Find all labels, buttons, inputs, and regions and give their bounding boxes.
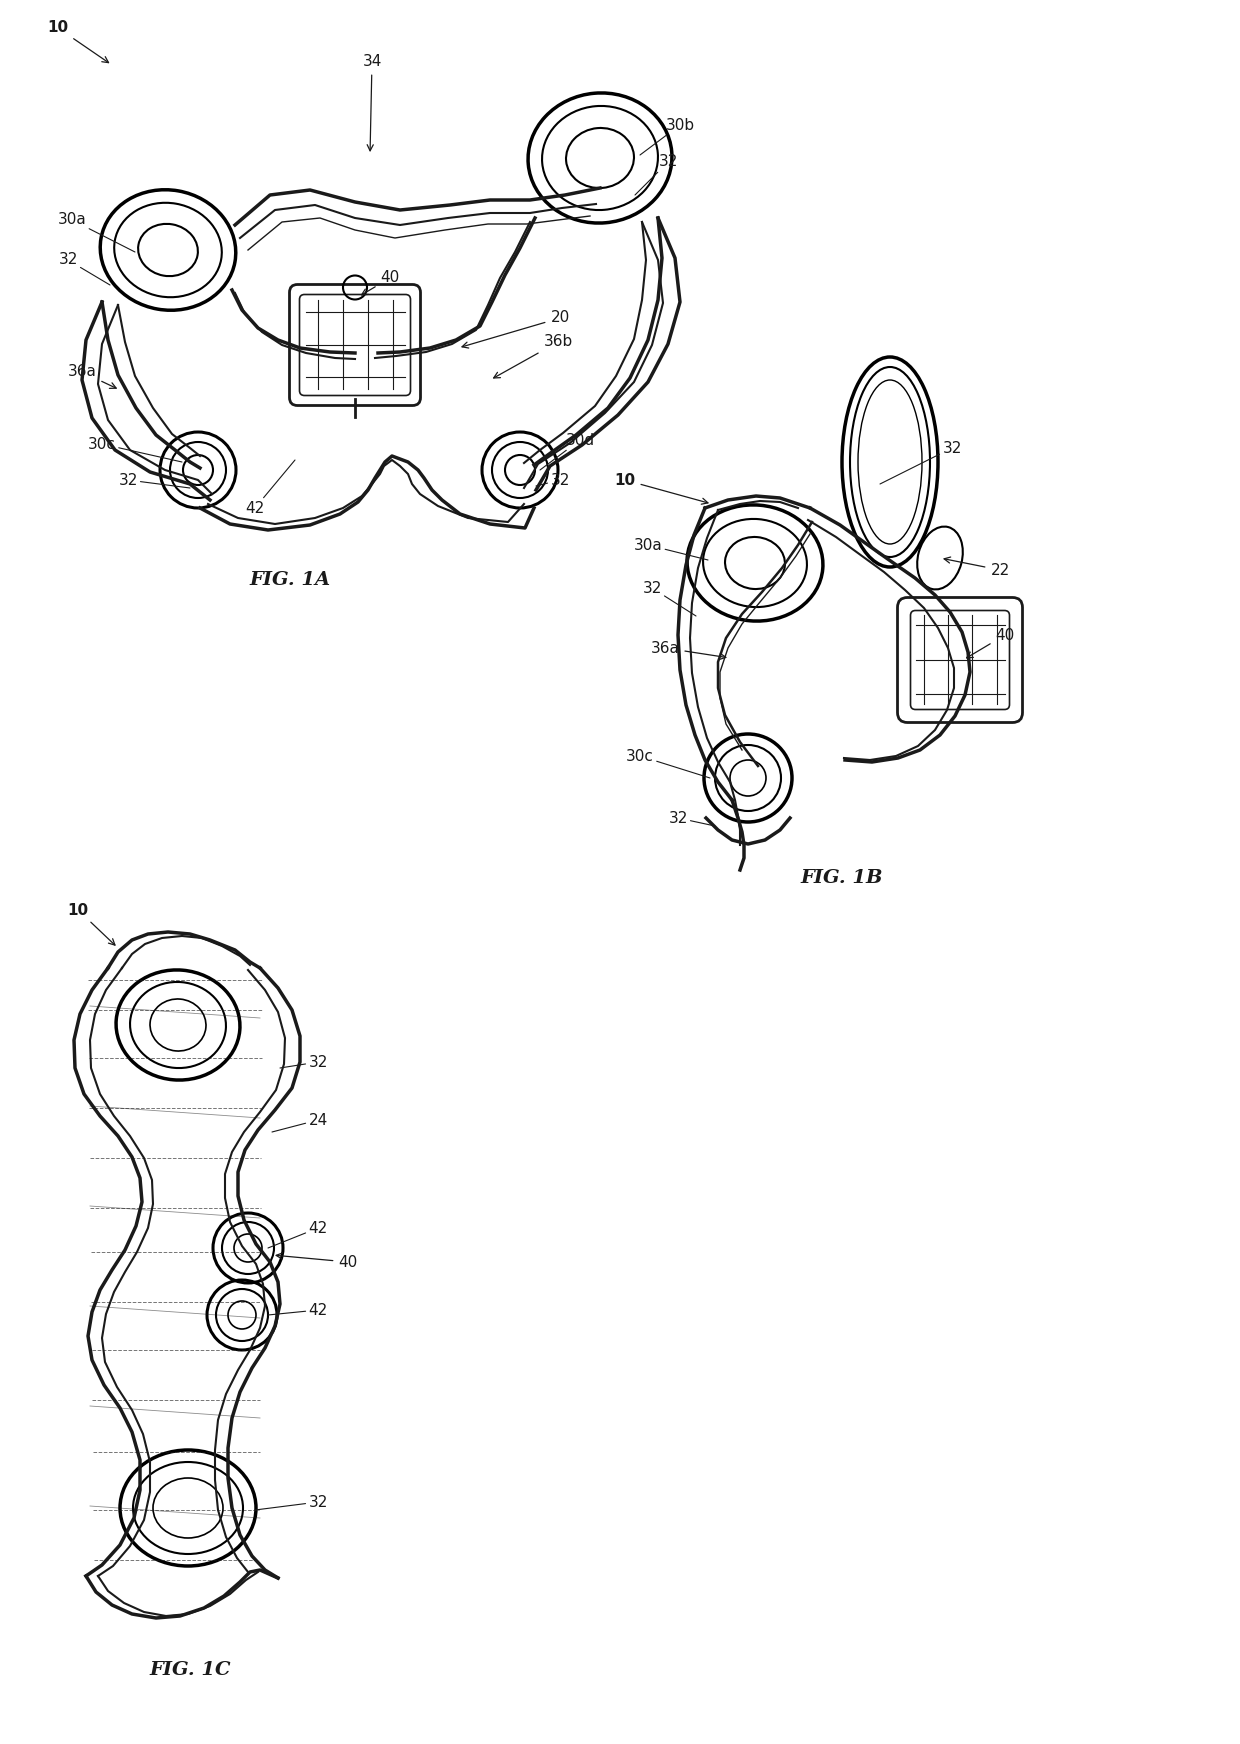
Text: 30c: 30c xyxy=(88,436,182,462)
Text: 20: 20 xyxy=(463,310,569,349)
Text: 42: 42 xyxy=(246,460,295,516)
Text: 32: 32 xyxy=(58,253,110,284)
Text: 32: 32 xyxy=(118,473,190,488)
Text: 34: 34 xyxy=(362,54,382,150)
Text: 30d: 30d xyxy=(539,433,594,469)
Text: 40: 40 xyxy=(277,1252,357,1270)
Text: 22: 22 xyxy=(944,556,1009,577)
Text: 32: 32 xyxy=(668,811,715,827)
Text: 36a: 36a xyxy=(67,364,117,389)
Text: 32: 32 xyxy=(880,441,962,485)
Text: 30b: 30b xyxy=(640,117,694,155)
Text: 42: 42 xyxy=(268,1221,327,1249)
Text: 32: 32 xyxy=(255,1495,327,1510)
Text: 32: 32 xyxy=(536,473,569,488)
Text: 40: 40 xyxy=(967,628,1014,657)
Text: FIG. 1A: FIG. 1A xyxy=(249,570,331,589)
Text: 36b: 36b xyxy=(494,335,573,378)
Text: 32: 32 xyxy=(642,581,696,616)
Text: 36a: 36a xyxy=(651,640,725,659)
Text: 30c: 30c xyxy=(626,748,711,778)
Text: 24: 24 xyxy=(272,1113,327,1132)
Text: 10: 10 xyxy=(615,473,708,504)
Text: 30a: 30a xyxy=(57,213,135,251)
Text: FIG. 1C: FIG. 1C xyxy=(149,1660,231,1679)
Text: 10: 10 xyxy=(47,21,109,63)
Text: 32: 32 xyxy=(280,1055,327,1069)
Text: FIG. 1B: FIG. 1B xyxy=(801,869,883,888)
Text: 42: 42 xyxy=(268,1303,327,1317)
Text: 10: 10 xyxy=(67,902,115,945)
Text: 32: 32 xyxy=(635,155,678,195)
Text: 30a: 30a xyxy=(634,537,708,560)
Text: 40: 40 xyxy=(362,270,399,295)
